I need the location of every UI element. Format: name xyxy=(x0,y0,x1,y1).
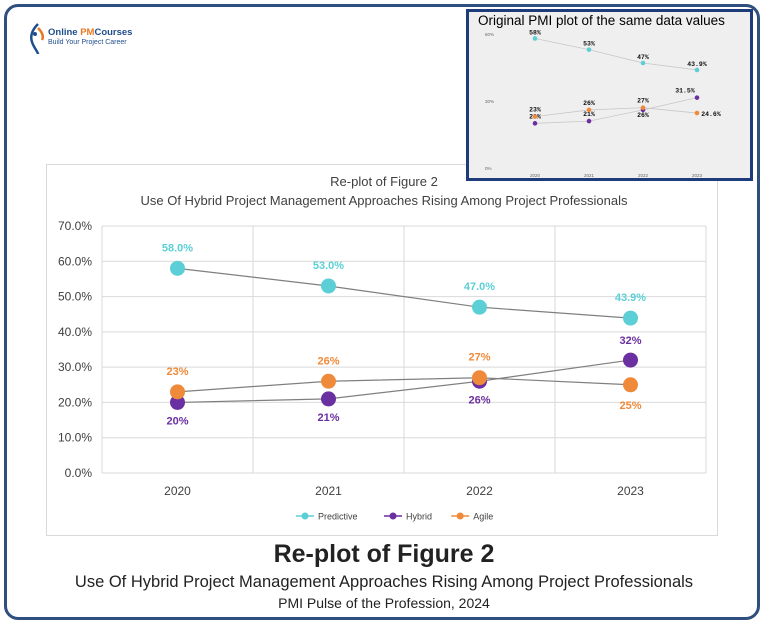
inset-panel xyxy=(466,9,753,181)
chart-subtitle: Use Of Hybrid Project Management Approac… xyxy=(140,193,628,208)
brand-tagline: Build Your Project Career xyxy=(48,39,127,46)
caption-subtitle: Use Of Hybrid Project Management Approac… xyxy=(74,573,694,591)
inset-title: Original PMI plot of the same data value… xyxy=(478,13,725,28)
caption-title: Re-plot of Figure 2 xyxy=(273,540,495,568)
brand-name: Online PMCourses xyxy=(48,27,133,38)
brand-logo xyxy=(30,23,45,55)
main-chart-area xyxy=(46,164,718,536)
caption-source: PMI Pulse of the Profession, 2024 xyxy=(278,595,490,611)
chart-title: Re-plot of Figure 2 xyxy=(330,174,438,189)
